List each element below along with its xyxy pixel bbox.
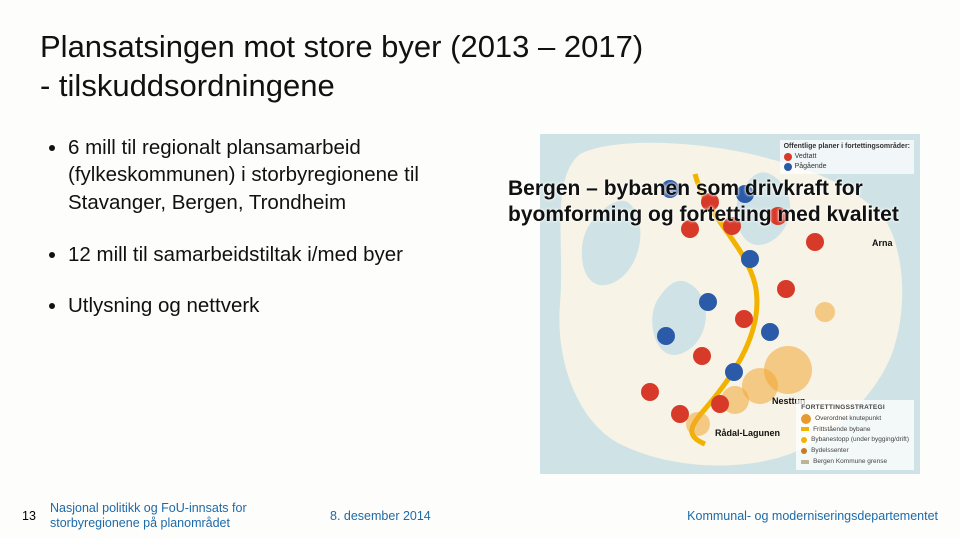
- title-line2: - tilskuddsordningene: [40, 68, 335, 103]
- svg-text:Arna: Arna: [872, 238, 893, 248]
- legend-bottom-label: Overordnet knutepunkt: [815, 414, 881, 424]
- footer-left: Nasjonal politikk og FoU-innsats for sto…: [50, 501, 330, 531]
- footer-date: 8. desember 2014: [330, 509, 510, 523]
- map-caption: Bergen – bybanen som drivkraft for byomf…: [508, 176, 920, 230]
- footer-org: Kommunal- og moderniseringsdepartementet: [687, 509, 938, 523]
- legend-top-label: Pågående: [795, 162, 827, 172]
- bullet-item: 6 mill til regionalt plansamarbeid (fylk…: [68, 134, 480, 217]
- legend-swatch: [801, 460, 809, 464]
- legend-bottom-label: Bybanestopp (under bygging/drift): [811, 435, 909, 445]
- title-years: (2013 – 2017): [450, 29, 643, 64]
- legend-swatch: [801, 427, 809, 431]
- legend-top-row: Pågående: [784, 162, 910, 172]
- map-area: ArnaNesttunRådal-Lagunen Bergen – bybane…: [500, 134, 920, 474]
- content-row: 6 mill til regionalt plansamarbeid (fylk…: [40, 134, 920, 474]
- svg-text:Rådal-Lagunen: Rådal-Lagunen: [715, 428, 780, 438]
- legend-bottom-row: Frittstående bybane: [801, 425, 909, 435]
- slide-title: Plansatsingen mot store byer (2013 – 201…: [40, 28, 920, 106]
- legend-swatch: [801, 414, 811, 424]
- slide: Plansatsingen mot store byer (2013 – 201…: [0, 0, 960, 538]
- legend-top-label: Vedtatt: [795, 152, 817, 162]
- legend-bottom-label: Bergen Kommune grense: [813, 457, 887, 467]
- bullet-item: 12 mill til samarbeidstiltak i/med byer: [68, 241, 480, 269]
- page-number: 13: [22, 509, 50, 523]
- legend-dot-blue: [784, 163, 792, 171]
- legend-swatch: [801, 437, 807, 443]
- legend-bottom-row: Bybanestopp (under bygging/drift): [801, 435, 909, 445]
- legend-bottom-row: Overordnet knutepunkt: [801, 414, 909, 424]
- legend-bottom-title: FORTETTINGSSTRATEGI: [801, 403, 909, 413]
- title-line1: Plansatsingen mot store byer: [40, 29, 442, 64]
- legend-top-row: Vedtatt: [784, 152, 910, 162]
- legend-bottom-label: Bydelssenter: [811, 446, 849, 456]
- legend-bottom-row: Bydelssenter: [801, 446, 909, 456]
- legend-bottom-row: Bergen Kommune grense: [801, 457, 909, 467]
- bullet-item: Utlysning og nettverk: [68, 292, 480, 320]
- legend-swatch: [801, 448, 807, 454]
- legend-top-title: Offentlige planer i fortettingsområder:: [784, 142, 910, 152]
- footer: 13 Nasjonal politikk og FoU-innsats for …: [0, 494, 960, 538]
- legend-bottom: FORTETTINGSSTRATEGI Overordnet knutepunk…: [796, 400, 914, 470]
- legend-bottom-label: Frittstående bybane: [813, 425, 870, 435]
- bullet-list: 6 mill til regionalt plansamarbeid (fylk…: [40, 134, 480, 474]
- legend-dot-red: [784, 153, 792, 161]
- legend-top: Offentlige planer i fortettingsområder: …: [780, 140, 914, 174]
